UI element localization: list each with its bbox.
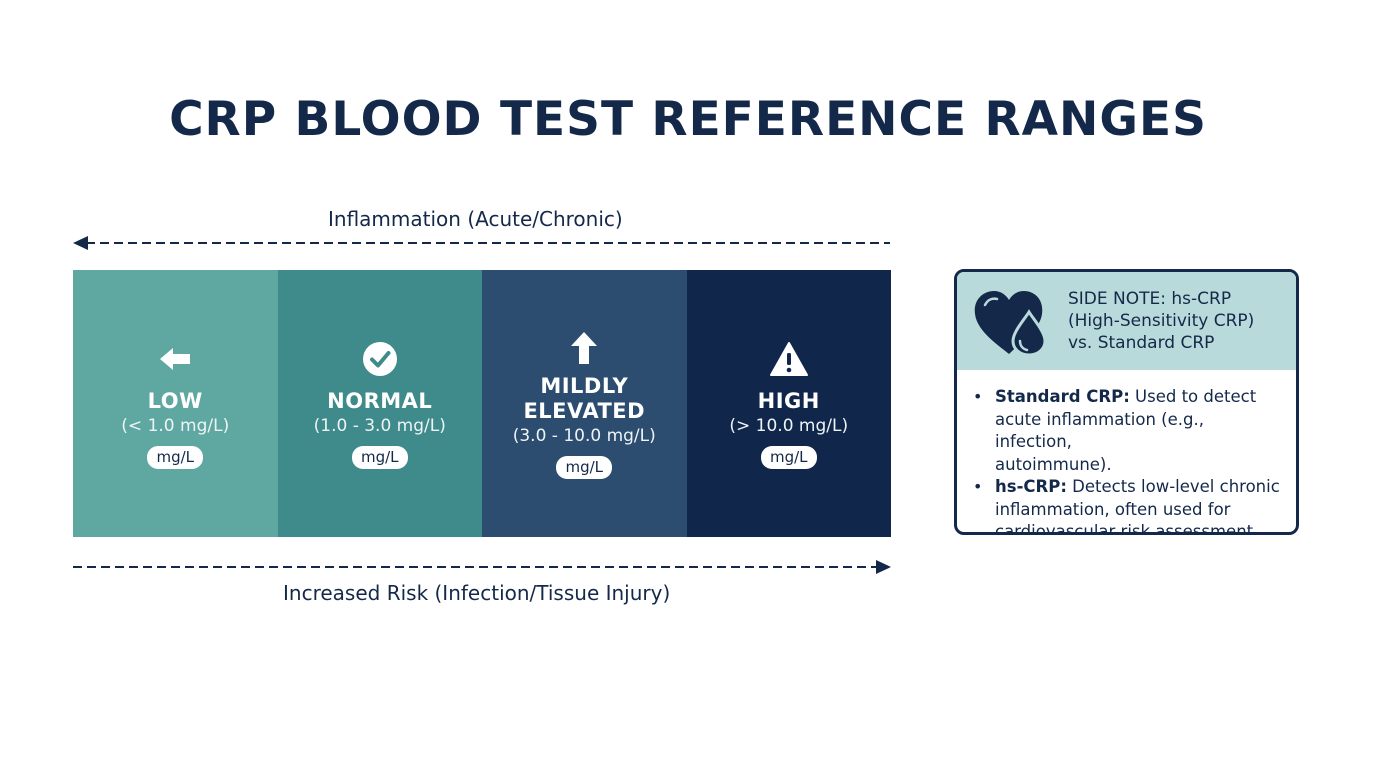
side-note-card: SIDE NOTE: hs-CRP (High-Sensitivity CRP)… — [954, 269, 1299, 535]
inflammation-arrow-label: Inflammation (Acute/Chronic) — [328, 207, 623, 231]
side-note-body: • Standard CRP: Used to detect acute inf… — [957, 370, 1296, 535]
hs-crp-text-line1: Detects low-level chronic — [1066, 477, 1280, 496]
segment-normal-name: NORMAL — [327, 388, 433, 413]
segment-mildly-elevated-name: MILDLY ELEVATED — [523, 374, 645, 424]
standard-crp-text-line3: autoimmune). — [995, 454, 1112, 474]
segment-normal-range: (1.0 - 3.0 mg/L) — [313, 415, 446, 436]
segment-low: LOW (< 1.0 mg/L) mg/L — [73, 270, 278, 537]
bullet-icon: • — [973, 387, 983, 406]
right-dashed-arrow-icon — [73, 560, 891, 574]
side-note-item-standard-crp: • Standard CRP: Used to detect acute inf… — [973, 386, 1282, 476]
standard-crp-text-line2: acute inflammation (e.g., infection, — [995, 409, 1204, 452]
segment-high-unit-badge: mg/L — [760, 445, 817, 469]
side-note-title: SIDE NOTE: hs-CRP (High-Sensitivity CRP)… — [1068, 288, 1254, 354]
side-note-title-line2: (High-Sensitivity CRP) — [1068, 311, 1255, 331]
increased-risk-arrow-label: Increased Risk (Infection/Tissue Injury) — [283, 581, 671, 605]
segment-mildly-elevated: MILDLY ELEVATED (3.0 - 10.0 mg/L) mg/L — [482, 270, 687, 537]
segment-low-unit-badge: mg/L — [147, 445, 204, 469]
hs-crp-text-line3: cardiovascular risk assessment. — [995, 522, 1259, 535]
segment-high-name: HIGH — [757, 388, 820, 413]
standard-crp-text-line1: Used to detect — [1129, 387, 1257, 406]
crp-range-scale: LOW (< 1.0 mg/L) mg/L NORMAL (1.0 - 3.0 … — [73, 270, 891, 537]
segment-low-range: (< 1.0 mg/L) — [121, 415, 230, 436]
segment-mildly-elevated-name-line2: ELEVATED — [523, 399, 646, 423]
segment-normal-unit-badge: mg/L — [351, 445, 408, 469]
hs-crp-text-line2: inflammation, often used for — [995, 499, 1231, 519]
segment-high-range: (> 10.0 mg/L) — [729, 415, 849, 436]
segment-mildly-elevated-name-line1: MILDLY — [540, 374, 629, 398]
hs-crp-term: hs-CRP: — [995, 477, 1067, 496]
segment-mildly-elevated-range: (3.0 - 10.0 mg/L) — [512, 426, 656, 446]
left-dashed-arrow-icon — [73, 236, 890, 250]
side-note-title-line3: vs. Standard CRP — [1068, 333, 1215, 353]
page-title: CRP BLOOD TEST REFERENCE RANGES — [169, 92, 1207, 147]
side-note-title-line1: SIDE NOTE: hs-CRP — [1068, 289, 1232, 309]
side-note-item-hs-crp: • hs-CRP: Detects low-level chronic infl… — [973, 476, 1282, 535]
segment-normal: NORMAL (1.0 - 3.0 mg/L) mg/L — [277, 270, 482, 537]
side-note-header: SIDE NOTE: hs-CRP (High-Sensitivity CRP)… — [957, 272, 1296, 370]
segment-mildly-elevated-unit-badge: mg/L — [556, 456, 613, 479]
warning-icon — [769, 339, 809, 379]
segment-low-name: LOW — [147, 388, 203, 413]
segment-high: HIGH (> 10.0 mg/L) mg/L — [686, 270, 891, 537]
heart-drop-icon — [974, 291, 1047, 357]
standard-crp-term: Standard CRP: — [995, 387, 1130, 406]
bullet-icon: • — [973, 477, 983, 496]
check-circle-icon — [360, 339, 400, 379]
arrow-up-icon — [564, 328, 604, 368]
arrow-left-icon — [155, 339, 195, 379]
